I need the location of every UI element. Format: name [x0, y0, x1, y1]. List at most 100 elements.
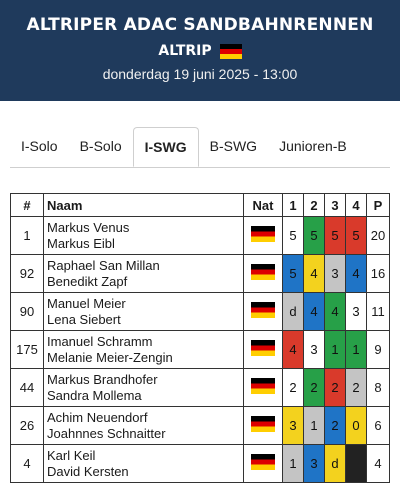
heat-4-result: 1: [345, 330, 367, 369]
event-title: ALTRIPER ADAC SANDBAHNRENNEN: [26, 15, 374, 35]
start-number: 92: [10, 254, 44, 293]
total-points: 16: [366, 254, 390, 293]
table-row: 26 Achim Neuendorf Joahnnes Schnaitter 3 1 2 0…: [10, 406, 390, 445]
start-number: 1: [10, 216, 44, 255]
germany-flag-icon: [251, 454, 275, 470]
heat-1-result: 5: [282, 216, 304, 255]
passenger-name: David Kersten: [47, 463, 129, 479]
col-heat-4: 4: [345, 193, 367, 217]
driver-name: Markus Brandhofer: [47, 371, 158, 387]
col-name: Naam: [43, 193, 244, 217]
start-number: 44: [10, 368, 44, 407]
germany-flag-icon: [251, 416, 275, 432]
nationality: [243, 406, 283, 445]
tab-i-solo[interactable]: I-Solo: [21, 138, 58, 154]
heat-4-result: 0: [345, 406, 367, 445]
col-heat-2: 2: [303, 193, 325, 217]
heat-1-result: 5: [282, 254, 304, 293]
heat-2-result: 2: [303, 368, 325, 407]
heat-3-result: 4: [324, 292, 346, 331]
col-number: #: [10, 193, 44, 217]
event-header: ALTRIPER ADAC SANDBAHNRENNEN ALTRIP dond…: [0, 0, 400, 101]
heat-3-result: 5: [324, 216, 346, 255]
table-header-row: # Naam Nat 1 2 3 4 P: [10, 193, 390, 217]
heat-2-result: 3: [303, 330, 325, 369]
class-tabs: I-Solo B-Solo I-SWG B-SWG Junioren-B: [10, 127, 390, 168]
driver-name: Karl Keil: [47, 447, 96, 463]
col-points: P: [366, 193, 390, 217]
heat-2-result: 3: [303, 444, 325, 483]
team-names: Imanuel Schramm Melanie Meier-Zengin: [43, 330, 244, 369]
heat-1-result: 4: [282, 330, 304, 369]
table-row: 92 Raphael San Millan Benedikt Zapf 5 4 3 4 16: [10, 254, 390, 293]
start-number: 4: [10, 444, 44, 483]
table-row: 90 Manuel Meier Lena Siebert d 4 4 3 11: [10, 292, 390, 331]
heat-4-result: 2: [345, 368, 367, 407]
heat-3-result: d: [324, 444, 346, 483]
nationality: [243, 330, 283, 369]
table-row: 175 Imanuel Schramm Melanie Meier-Zengin 4 3…: [10, 330, 390, 369]
heat-1-result: d: [282, 292, 304, 331]
driver-name: Achim Neuendorf: [47, 409, 148, 425]
start-number: 26: [10, 406, 44, 445]
event-location: ALTRIP: [158, 43, 212, 59]
heat-4-result: [345, 444, 367, 483]
table-row: 4 Karl Keil David Kersten 1 3 d 4: [10, 444, 390, 483]
heat-4-result: 5: [345, 216, 367, 255]
germany-flag-icon: [251, 226, 275, 242]
driver-name: Imanuel Schramm: [47, 333, 153, 349]
heat-1-result: 1: [282, 444, 304, 483]
tab-b-swg[interactable]: B-SWG: [209, 138, 258, 154]
germany-flag-icon: [251, 378, 275, 394]
germany-flag-icon: [251, 264, 275, 280]
heat-1-result: 3: [282, 406, 304, 445]
team-names: Raphael San Millan Benedikt Zapf: [43, 254, 244, 293]
team-names: Markus Brandhofer Sandra Mollema: [43, 368, 244, 407]
heat-2-result: 5: [303, 216, 325, 255]
heat-1-result: 2: [282, 368, 304, 407]
table-row: 1 Markus Venus Markus Eibl 5 5 5 5 20: [10, 216, 390, 255]
tab-b-solo[interactable]: B-Solo: [79, 138, 122, 154]
results-table: # Naam Nat 1 2 3 4 P 1 Markus Venus Markus…: [10, 193, 390, 483]
team-names: Manuel Meier Lena Siebert: [43, 292, 244, 331]
nationality: [243, 216, 283, 255]
total-points: 9: [366, 330, 390, 369]
tab-i-swg[interactable]: I-SWG: [132, 127, 199, 167]
passenger-name: Benedikt Zapf: [47, 273, 128, 289]
heat-3-result: 2: [324, 368, 346, 407]
col-heat-3: 3: [324, 193, 346, 217]
nationality: [243, 292, 283, 331]
germany-flag-icon: [251, 340, 275, 356]
heat-2-result: 4: [303, 254, 325, 293]
team-names: Achim Neuendorf Joahnnes Schnaitter: [43, 406, 244, 445]
driver-name: Manuel Meier: [47, 295, 126, 311]
germany-flag-icon: [219, 43, 242, 59]
total-points: 4: [366, 444, 390, 483]
total-points: 11: [366, 292, 390, 331]
col-heat-1: 1: [282, 193, 304, 217]
germany-flag-icon: [251, 302, 275, 318]
results-body: 1 Markus Venus Markus Eibl 5 5 5 5 20 92 Raphael …: [10, 216, 390, 483]
nationality: [243, 444, 283, 483]
tab-junioren-b[interactable]: Junioren-B: [279, 138, 347, 154]
passenger-name: Melanie Meier-Zengin: [47, 349, 173, 365]
total-points: 8: [366, 368, 390, 407]
team-names: Markus Venus Markus Eibl: [43, 216, 244, 255]
table-row: 44 Markus Brandhofer Sandra Mollema 2 2 2 2 8: [10, 368, 390, 407]
col-nat: Nat: [243, 193, 283, 217]
total-points: 6: [366, 406, 390, 445]
passenger-name: Sandra Mollema: [47, 387, 142, 403]
total-points: 20: [366, 216, 390, 255]
heat-2-result: 4: [303, 292, 325, 331]
passenger-name: Joahnnes Schnaitter: [47, 425, 166, 441]
heat-3-result: 2: [324, 406, 346, 445]
location-row: ALTRIP: [0, 43, 400, 59]
event-datetime: donderdag 19 juni 2025 - 13:00: [102, 66, 298, 82]
start-number: 90: [10, 292, 44, 331]
passenger-name: Markus Eibl: [47, 235, 115, 251]
nationality: [243, 254, 283, 293]
driver-name: Markus Venus: [47, 219, 130, 235]
heat-3-result: 3: [324, 254, 346, 293]
heat-3-result: 1: [324, 330, 346, 369]
driver-name: Raphael San Millan: [47, 257, 160, 273]
